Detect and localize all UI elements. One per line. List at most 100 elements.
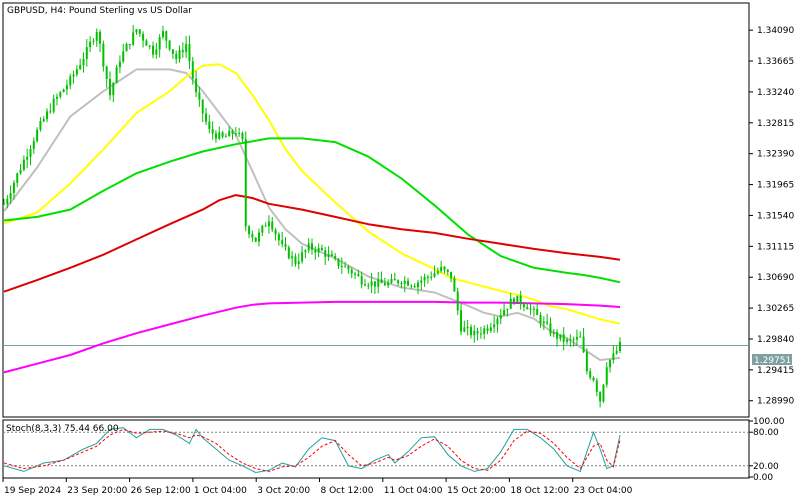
candle-body: [324, 250, 327, 257]
candle-body: [473, 331, 476, 336]
candle-body: [55, 96, 58, 99]
candle-body: [357, 274, 360, 276]
candle-body: [476, 331, 479, 334]
candle-body: [592, 377, 595, 381]
candle-body: [211, 128, 214, 134]
time-tick-label: 11 Oct 04:00: [384, 486, 443, 496]
candle-body: [390, 278, 393, 283]
candle-body: [373, 281, 376, 287]
candle-body: [19, 169, 22, 174]
time-tick-label: 23 Oct 04:00: [574, 486, 633, 496]
candle-body: [122, 51, 125, 62]
price-tick-label: 1.29840: [757, 335, 794, 345]
candle-body: [49, 111, 52, 113]
candle-body: [513, 298, 516, 303]
candle-body: [370, 281, 373, 286]
candle-body: [456, 291, 459, 311]
candle-body: [320, 248, 323, 251]
candle-body: [546, 321, 549, 324]
candle-body: [529, 308, 532, 310]
time-tick-label: 19 Sep 2024: [4, 486, 61, 496]
candle-body: [572, 339, 575, 341]
candle-body: [539, 315, 542, 324]
candle-body: [516, 295, 519, 303]
candle-body: [420, 280, 423, 283]
candle-body: [62, 89, 65, 93]
candle-body: [168, 40, 171, 50]
candle-body: [132, 32, 135, 45]
candle-body: [360, 275, 363, 285]
candle-body: [499, 315, 502, 319]
ma-line-green: [3, 137, 621, 284]
candle-body: [599, 392, 602, 402]
candle-body: [294, 256, 297, 264]
candle-body: [469, 326, 472, 336]
price-tick-label: 1.33665: [757, 57, 794, 67]
candle-body: [393, 278, 396, 281]
candle-body: [549, 323, 552, 334]
candle-body: [416, 282, 419, 288]
price-tick-label: 1.30690: [757, 273, 794, 283]
candle-body: [436, 271, 439, 274]
candle-body: [536, 308, 539, 316]
candle-body: [506, 308, 509, 311]
candle-body: [254, 237, 257, 242]
candle-body: [327, 254, 330, 257]
candle-body: [26, 156, 29, 160]
candle-body: [251, 234, 254, 238]
candle-body: [552, 332, 555, 334]
candle-body: [446, 269, 449, 272]
candle-body: [264, 225, 267, 227]
price-tick-label: 1.29415: [757, 366, 794, 376]
stoch-panel-frame: [2, 419, 750, 479]
time-tick-label: 15 Oct 20:00: [447, 486, 506, 496]
candle-body: [509, 298, 512, 309]
price-tick-label: 1.32815: [757, 119, 794, 129]
candle-body: [191, 61, 194, 79]
price-tick-label: 1.34090: [757, 26, 794, 36]
candle-body: [532, 308, 535, 310]
price-tick-label: 1.31540: [757, 211, 794, 221]
stoch-tick-label: 20.00: [753, 462, 779, 472]
stoch-signal-line: [3, 428, 621, 472]
candle-body: [317, 248, 320, 253]
candle-body: [161, 31, 164, 38]
price-tick-label: 1.31965: [757, 181, 794, 191]
candle-body: [152, 45, 155, 55]
candle-body: [426, 276, 429, 278]
candle-body: [522, 304, 525, 308]
candle-body: [330, 254, 333, 257]
candle-body: [347, 266, 350, 270]
candle-body: [377, 279, 380, 287]
candle-body: [135, 29, 138, 33]
candle-body: [443, 266, 446, 270]
candle-body: [595, 380, 598, 393]
candle-body: [218, 132, 221, 139]
time-tick-label: 23 Sep 20:00: [67, 486, 127, 496]
stoch-tick-label: 80.00: [753, 428, 779, 438]
candle-body: [46, 111, 49, 120]
candle-body: [145, 40, 148, 46]
candlesticks: [3, 25, 621, 408]
candle-body: [36, 129, 39, 142]
candle-body: [463, 327, 466, 332]
candle-body: [519, 295, 522, 305]
candle-body: [407, 280, 410, 286]
candle-body: [99, 31, 102, 44]
candle-body: [39, 121, 42, 130]
candle-body: [128, 43, 131, 45]
candle-body: [178, 50, 181, 60]
candle-body: [185, 43, 188, 53]
candle-body: [602, 384, 605, 402]
candle-body: [397, 280, 400, 284]
candle-body: [496, 318, 499, 325]
candle-body: [205, 113, 208, 122]
candle-body: [89, 41, 92, 48]
candle-body: [433, 273, 436, 277]
candle-body: [79, 65, 82, 70]
candle-body: [367, 285, 370, 287]
candle-body: [489, 327, 492, 331]
time-tick-label: 18 Oct 12:00: [510, 486, 569, 496]
candle-body: [142, 33, 145, 41]
